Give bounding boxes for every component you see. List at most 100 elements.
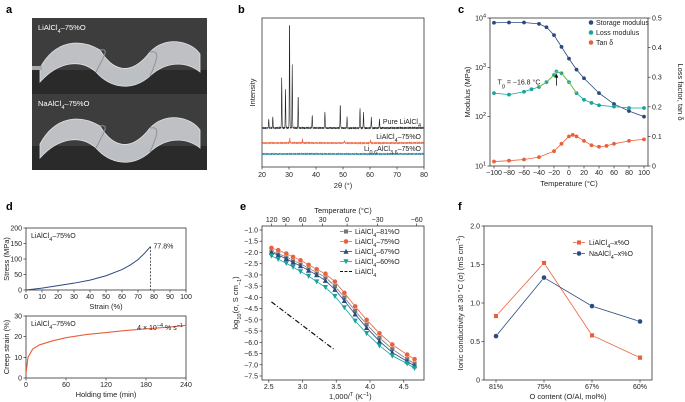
creep-sample-label: LiAlCl4–75%O: [31, 321, 76, 331]
arrhenius-legend-label-part: LiAlCl: [355, 249, 374, 256]
arrhenius-y-tick-label: −2.0: [244, 250, 258, 257]
dma-series-point: [604, 143, 609, 148]
xrd-series-3: [261, 152, 425, 156]
arrhenius-legend-label-part: –75%O: [376, 239, 400, 246]
creep-x-tick-label: 240: [180, 382, 192, 389]
conductivity-series-point: [541, 260, 547, 266]
arrhenius-legend-label-part: LiAlCl: [355, 239, 374, 246]
dma-series-point: [642, 106, 646, 110]
stress-y-tick-label: 150: [10, 241, 22, 248]
creep-curve: [25, 324, 187, 374]
arrhenius-series-point: [283, 250, 289, 257]
arrhenius-legend-label-part: LiAlCl: [355, 259, 374, 266]
dma-series-point: [574, 134, 579, 139]
film-fold: [95, 49, 106, 73]
dma-series-point: [537, 21, 541, 26]
dma-tg-annotation-part: g: [502, 84, 505, 90]
xrd-x-label: 2θ (°): [334, 181, 353, 190]
xrd-x-tick-label: 70: [393, 172, 401, 179]
dma-series-point: [559, 44, 564, 49]
arrhenius-y-tick-label: −3.0: [244, 272, 258, 279]
dma-x-tick-label: 80: [625, 170, 633, 177]
arrhenius-x-label: 1,000/T (K−1): [329, 392, 372, 401]
xrd-series-label-part: 3.6: [390, 150, 398, 156]
creep-y-tick-label: 30: [14, 314, 22, 321]
arrhenius-series-point: [411, 365, 418, 371]
arrhenius-y-label-part: (σ, S cm: [231, 285, 240, 313]
photo-caption-part: 4: [58, 29, 61, 35]
arrhenius-series-point: [332, 278, 338, 285]
arrhenius-y-tick-label: −4.0: [244, 295, 258, 302]
arrhenius-series-point: [364, 324, 370, 331]
arrhenius-legend-label-part: 4: [373, 233, 376, 239]
creep-rate-label-part: −4: [157, 323, 163, 329]
conductivity-y-tick-label: 1.5: [470, 262, 480, 269]
creep-rate-label: 4 × 10−4 % s−1: [137, 323, 183, 332]
arrhenius-legend-marker: [343, 238, 349, 245]
arrhenius-series-point: [305, 262, 312, 268]
arrhenius-series-point: [376, 338, 383, 344]
xrd-series-label-part: LiAlCl: [376, 134, 395, 141]
stress-sample-label-part: 4: [49, 237, 52, 243]
arrhenius-x-tick-label: 3.5: [331, 384, 341, 391]
arrhenius-series-point: [322, 277, 329, 283]
arrhenius-x-tick-label: 3.0: [298, 384, 308, 391]
arrhenius-series-point: [352, 318, 358, 324]
arrhenius-y-label-part: log: [231, 320, 240, 330]
xrd-series-label-part: 0.6: [369, 150, 377, 156]
dma-plot-frame: [489, 17, 649, 167]
arrhenius-legend-label-part: 4: [373, 263, 376, 269]
dma-series-point: [507, 20, 511, 25]
conductivity-x-tick-label: 67%: [585, 384, 599, 391]
arrhenius-y-tick-label: −5.0: [244, 317, 258, 324]
dma-x-label: Temperature (°C): [540, 179, 598, 188]
xrd-series-label: Li0.6AlCl3.6–75%O: [364, 146, 422, 156]
arrhenius-series-point: [275, 252, 281, 258]
dma-y2-tick-label: 0.3: [652, 75, 662, 82]
stress-x-tick-label: 30: [70, 294, 78, 301]
conductivity-legend-label: LiAlCl4–x%O: [589, 240, 630, 250]
conductivity-series-line-2: [495, 277, 641, 337]
dma-tg-annotation-part: = −16.8 °C: [505, 79, 541, 87]
dma-series-point: [552, 33, 556, 38]
conductivity-series-point: [493, 333, 499, 339]
dma-series-point: [529, 87, 534, 92]
dma-legend-marker: [588, 30, 594, 35]
stress-x-tick-label: 50: [102, 294, 110, 301]
conductivity-y-label-part: Ionic conductivity at 30 °C (σ) (mS cm: [456, 244, 465, 370]
arrhenius-legend-marker: [343, 259, 349, 265]
photo-caption: LiAlCl4–75%O: [38, 23, 86, 35]
stress-x-tick-label: 0: [24, 294, 28, 301]
xrd-x-tick-label: 40: [312, 172, 320, 179]
stress-y-tick-label: 200: [10, 226, 22, 233]
dma-series-point: [522, 89, 526, 94]
photo-caption-part: NaAlCl: [38, 99, 62, 108]
conductivity-series-point: [637, 355, 643, 361]
stress-x-tick-label: 100: [180, 294, 192, 301]
arrhenius-series-point: [411, 356, 418, 362]
dma-y-tick-label-part: 2: [483, 112, 486, 118]
dma-legend-label: Loss modulus: [596, 30, 640, 37]
dma-legend-marker: [588, 20, 594, 25]
dma-series-point: [642, 137, 646, 142]
arrhenius-series-point: [376, 343, 383, 349]
dma-series-point: [582, 97, 586, 102]
arrhenius-series-point: [290, 254, 296, 260]
dma-legend-label: Tan δ: [596, 40, 613, 47]
creep-rate-label-part: −1: [177, 323, 183, 329]
clamp-rod: [32, 66, 42, 70]
conductivity-series-point: [541, 274, 547, 281]
dma-series-line-2: [493, 71, 644, 109]
panel-letter-f: f: [458, 201, 462, 213]
dma-legend-label: Storage modulus: [596, 20, 649, 27]
arrhenius-y-tick-label: −6.0: [244, 340, 258, 347]
arrhenius-legend-label: LiAlCl4–60%O: [355, 259, 400, 269]
dma-series-point: [582, 76, 586, 81]
film-fold: [95, 125, 106, 149]
stress-y-tick-label: 0: [18, 288, 22, 295]
arrhenius-series-point: [363, 317, 370, 323]
dma-series-point: [597, 144, 601, 149]
xrd-x-tick-label: 20: [258, 172, 266, 179]
dma-series-line-1: [493, 22, 645, 118]
